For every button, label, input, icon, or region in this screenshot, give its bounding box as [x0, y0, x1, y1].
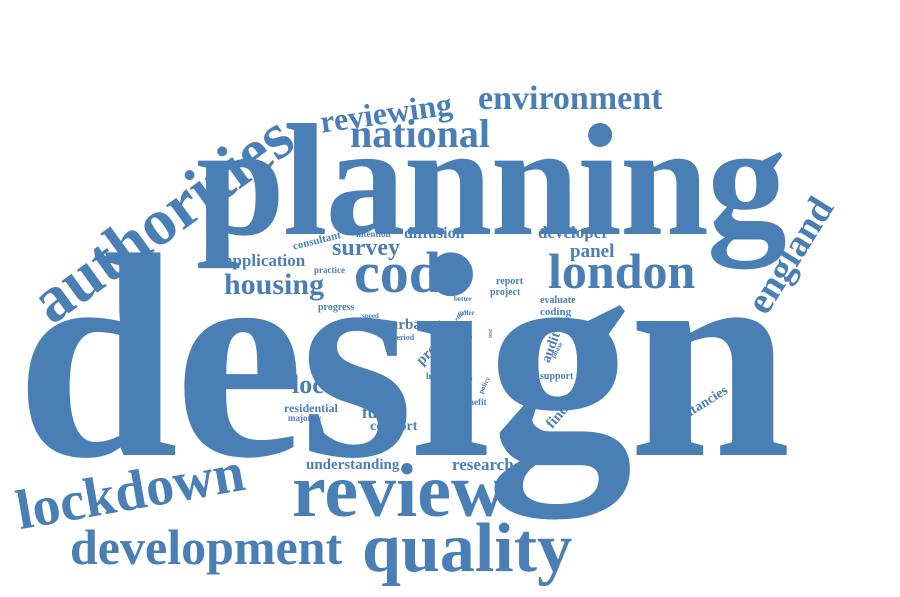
word-planning: planning [196, 91, 787, 269]
word-quality: quality [362, 510, 573, 587]
word-urban: urban [390, 317, 430, 333]
word-diffusion: diffusion [404, 225, 465, 242]
word-progress: progress [318, 302, 355, 313]
word-design: design [16, 196, 791, 519]
word-london: london [548, 243, 696, 299]
word-order: order [458, 309, 475, 317]
word-more: more [430, 347, 448, 356]
word-developer: developer [538, 223, 609, 242]
word-review: review [292, 449, 506, 533]
word-understanding: understanding [306, 457, 400, 473]
word-panel: panel [570, 241, 615, 262]
word-home: home [436, 358, 450, 364]
word-survey: survey [332, 235, 400, 261]
word-evaluate: evaluate [540, 295, 576, 306]
word-application: application [224, 251, 306, 270]
word-support: support [540, 371, 574, 382]
word-local: local [292, 370, 344, 399]
word-view: view [440, 324, 450, 329]
word-practice: practice [314, 265, 345, 275]
word-housing: housing [224, 268, 325, 301]
word-test: test [488, 329, 494, 338]
word-third: third [454, 376, 468, 382]
word-benefit: benefit [460, 397, 487, 407]
word-development: development [70, 519, 343, 575]
word-better: better [454, 295, 472, 303]
word-future: future [362, 403, 408, 422]
word-national: national [350, 111, 491, 156]
word-period: period [392, 333, 415, 342]
word-report: report [496, 276, 524, 287]
word-majority: majority [288, 413, 322, 423]
word-code: code [354, 240, 467, 305]
word-intention: intention [356, 229, 391, 239]
word-rest: rest [446, 330, 456, 336]
word-have: have [426, 371, 444, 381]
word-environment: environment [478, 80, 663, 117]
word-project: project [490, 287, 521, 298]
word-residential: residential [284, 401, 338, 415]
word-research: research [452, 455, 514, 474]
word-speed: speed [362, 312, 379, 320]
word-comfort: comfort [370, 419, 418, 434]
word-coding: coding [540, 306, 572, 318]
